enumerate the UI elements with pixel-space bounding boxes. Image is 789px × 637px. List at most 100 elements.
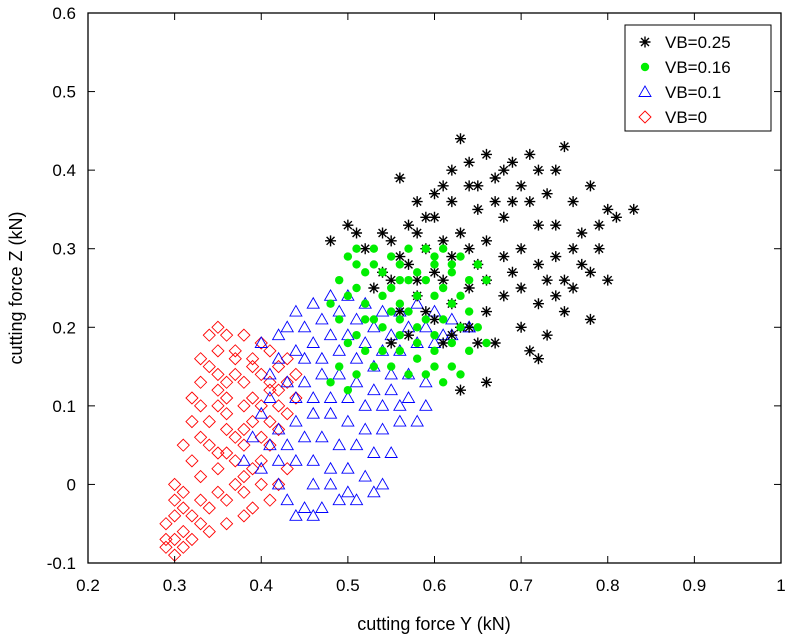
data-point bbox=[332, 304, 346, 317]
data-point bbox=[438, 283, 448, 293]
data-point bbox=[454, 384, 466, 396]
data-point bbox=[297, 320, 312, 333]
data-point bbox=[306, 508, 321, 521]
data-point bbox=[176, 485, 190, 499]
data-point bbox=[369, 244, 379, 253]
data-point bbox=[289, 391, 303, 403]
data-point bbox=[482, 338, 491, 348]
data-point bbox=[429, 266, 440, 278]
legend-marker bbox=[638, 85, 652, 97]
data-point bbox=[315, 430, 329, 443]
data-point bbox=[550, 290, 562, 302]
y-tick-label: 0.2 bbox=[52, 318, 76, 337]
data-point bbox=[430, 291, 439, 301]
data-point bbox=[393, 398, 407, 411]
data-point bbox=[228, 454, 242, 468]
data-point bbox=[245, 359, 260, 374]
data-point bbox=[472, 180, 484, 192]
data-point bbox=[245, 391, 260, 405]
data-point bbox=[228, 352, 242, 366]
data-point bbox=[421, 275, 431, 285]
data-point bbox=[351, 227, 363, 239]
data-point bbox=[480, 148, 492, 160]
data-point bbox=[378, 268, 387, 277]
data-point bbox=[237, 399, 251, 413]
data-point bbox=[219, 422, 234, 437]
data-point bbox=[628, 203, 640, 215]
data-point bbox=[456, 323, 465, 332]
data-point bbox=[524, 148, 536, 160]
data-point bbox=[263, 367, 277, 380]
data-point bbox=[254, 336, 268, 350]
data-point bbox=[430, 330, 439, 340]
data-point bbox=[263, 493, 277, 507]
data-point bbox=[550, 251, 562, 263]
data-point bbox=[532, 258, 544, 270]
data-point bbox=[193, 399, 208, 413]
data-point bbox=[395, 275, 405, 285]
data-point bbox=[498, 251, 510, 263]
data-point bbox=[567, 282, 579, 294]
data-point bbox=[323, 406, 338, 419]
data-point bbox=[352, 370, 361, 379]
data-point bbox=[297, 351, 312, 364]
data-point bbox=[202, 414, 216, 429]
data-point bbox=[385, 337, 397, 349]
data-point bbox=[368, 282, 380, 294]
data-point bbox=[159, 532, 173, 547]
data-point bbox=[211, 485, 225, 499]
data-point bbox=[176, 524, 190, 539]
data-point bbox=[341, 414, 355, 427]
data-point bbox=[377, 227, 389, 239]
data-point bbox=[289, 304, 303, 317]
data-point bbox=[228, 430, 242, 444]
data-point bbox=[193, 469, 208, 484]
data-point bbox=[289, 508, 303, 521]
data-point bbox=[193, 352, 208, 366]
x-tick-label: 0.8 bbox=[596, 576, 620, 595]
data-point bbox=[361, 268, 370, 277]
data-point bbox=[237, 375, 251, 389]
data-point bbox=[584, 180, 596, 192]
data-point bbox=[271, 383, 286, 397]
data-point bbox=[211, 320, 225, 334]
data-point bbox=[245, 414, 260, 429]
series-vb-0-25 bbox=[325, 133, 640, 396]
data-point bbox=[395, 330, 405, 340]
data-point bbox=[289, 414, 303, 427]
data-point bbox=[176, 540, 190, 554]
x-tick-label: 0.6 bbox=[423, 576, 447, 595]
data-point bbox=[506, 266, 518, 278]
data-point bbox=[524, 345, 536, 357]
data-point bbox=[280, 493, 295, 506]
data-point bbox=[532, 164, 544, 176]
data-point bbox=[263, 344, 277, 358]
data-point bbox=[297, 430, 312, 443]
data-point bbox=[193, 493, 208, 507]
data-point bbox=[219, 375, 234, 389]
legend: VB=0.25 VB=0.16 VB=0.1 VB=0 bbox=[624, 24, 772, 132]
data-point bbox=[456, 370, 465, 379]
data-point bbox=[315, 367, 329, 380]
data-point bbox=[237, 469, 251, 484]
data-point bbox=[202, 524, 216, 539]
data-point bbox=[335, 362, 344, 371]
x-tick-label: 0.7 bbox=[509, 576, 533, 595]
data-point bbox=[464, 307, 474, 316]
data-point bbox=[306, 453, 321, 466]
data-point bbox=[254, 477, 268, 492]
data-point bbox=[245, 501, 260, 515]
x-tick-label: 0.3 bbox=[163, 576, 187, 595]
data-point bbox=[341, 328, 355, 341]
data-point bbox=[438, 315, 448, 324]
data-point bbox=[159, 517, 173, 531]
data-point bbox=[323, 328, 338, 341]
data-point bbox=[280, 375, 294, 389]
data-point bbox=[325, 235, 337, 247]
data-point bbox=[280, 320, 295, 333]
data-point bbox=[446, 164, 458, 176]
data-point bbox=[280, 375, 295, 388]
data-point bbox=[515, 321, 527, 333]
axis-ticks bbox=[87, 12, 782, 564]
data-point bbox=[463, 321, 475, 333]
